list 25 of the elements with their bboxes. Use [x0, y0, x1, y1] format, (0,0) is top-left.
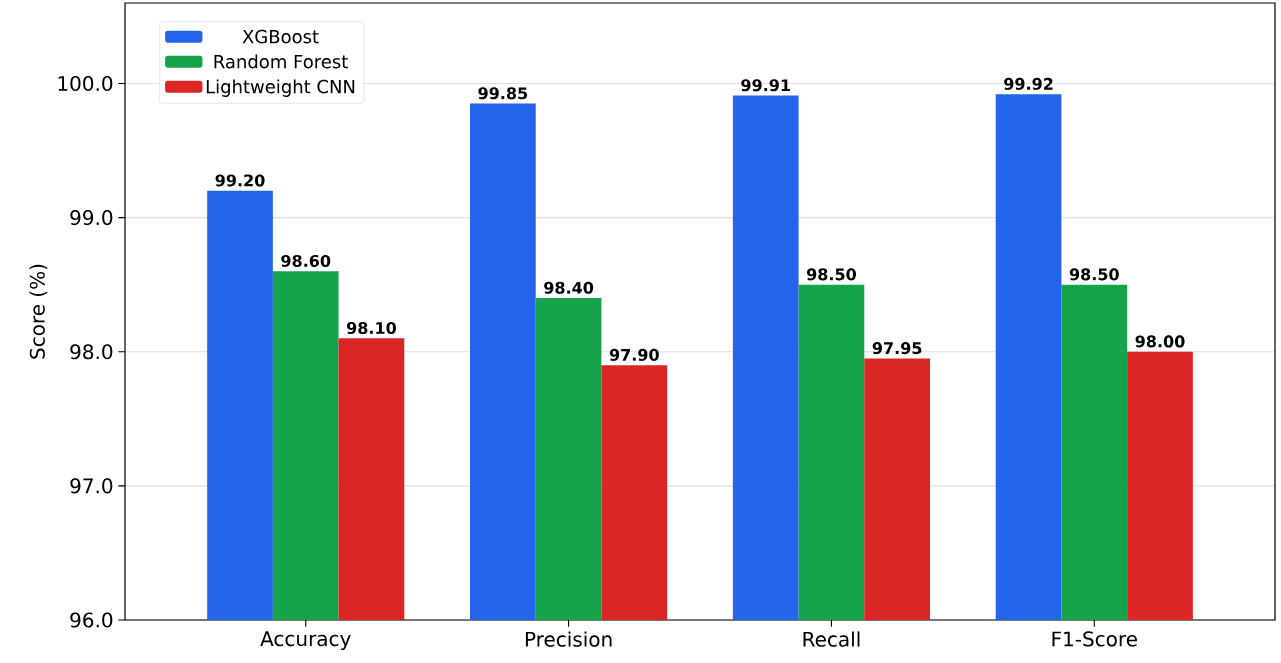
data-label: 98.50 [1069, 268, 1119, 281]
data-label: 97.95 [872, 342, 922, 355]
data-label: 97.90 [609, 348, 659, 361]
y-tick-label: 96.0 [70, 612, 113, 628]
data-label: 99.85 [478, 87, 528, 100]
legend-label: Lightweight CNN [206, 79, 355, 97]
legend-label: XGBoost [242, 29, 319, 44]
data-label: 98.50 [806, 268, 856, 281]
x-tick-label: Accuracy [260, 631, 351, 651]
data-label: 99.20 [215, 174, 265, 187]
x-tick-label: F1-Score [1052, 631, 1137, 647]
data-label: 98.40 [544, 281, 594, 294]
legend-label: Random Forest [214, 54, 348, 69]
x-tick-label: Recall [803, 631, 860, 647]
y-tick-label: 97.0 [70, 478, 113, 494]
data-label: 98.00 [1135, 335, 1185, 348]
data-label: 99.91 [741, 79, 790, 92]
y-tick-label: 99.0 [70, 210, 113, 226]
data-label: 98.60 [281, 254, 331, 267]
x-tick-label: Precision [525, 631, 612, 647]
y-tick-label: 98.0 [70, 344, 113, 360]
y-axis-title: Score (%) [29, 264, 48, 359]
y-tick-label: 100.0 [58, 75, 113, 92]
data-label: 98.10 [346, 321, 396, 335]
data-label: 99.92 [1004, 77, 1053, 90]
